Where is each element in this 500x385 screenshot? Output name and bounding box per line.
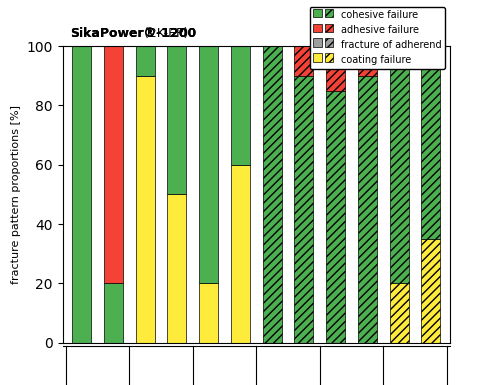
Bar — [326, 46, 345, 90]
Bar — [422, 46, 440, 239]
Bar — [294, 76, 314, 343]
Bar — [358, 46, 377, 76]
Bar — [231, 46, 250, 165]
Bar — [422, 239, 440, 343]
Bar — [262, 46, 281, 343]
Text: (2K-EP): (2K-EP) — [140, 27, 188, 40]
Bar — [104, 46, 123, 283]
Bar — [358, 76, 377, 343]
Bar — [390, 46, 408, 283]
Y-axis label: fracture pattern proportions [%]: fracture pattern proportions [%] — [11, 105, 21, 284]
Legend: cohesive failure, adhesive failure, fracture of adherend, coating failure: cohesive failure, adhesive failure, frac… — [310, 7, 445, 69]
Bar — [168, 194, 186, 343]
Text: SikaPower®-1200: SikaPower®-1200 — [70, 27, 196, 40]
Text: SikaPower®-1200: SikaPower®-1200 — [70, 27, 196, 40]
Bar — [136, 46, 154, 76]
Bar — [199, 283, 218, 343]
Bar — [136, 76, 154, 343]
Bar — [390, 283, 408, 343]
Bar — [168, 46, 186, 194]
Bar — [199, 46, 218, 283]
Bar — [72, 46, 91, 343]
Bar — [104, 283, 123, 343]
Bar — [294, 46, 314, 76]
Bar — [326, 90, 345, 343]
Bar — [231, 165, 250, 343]
